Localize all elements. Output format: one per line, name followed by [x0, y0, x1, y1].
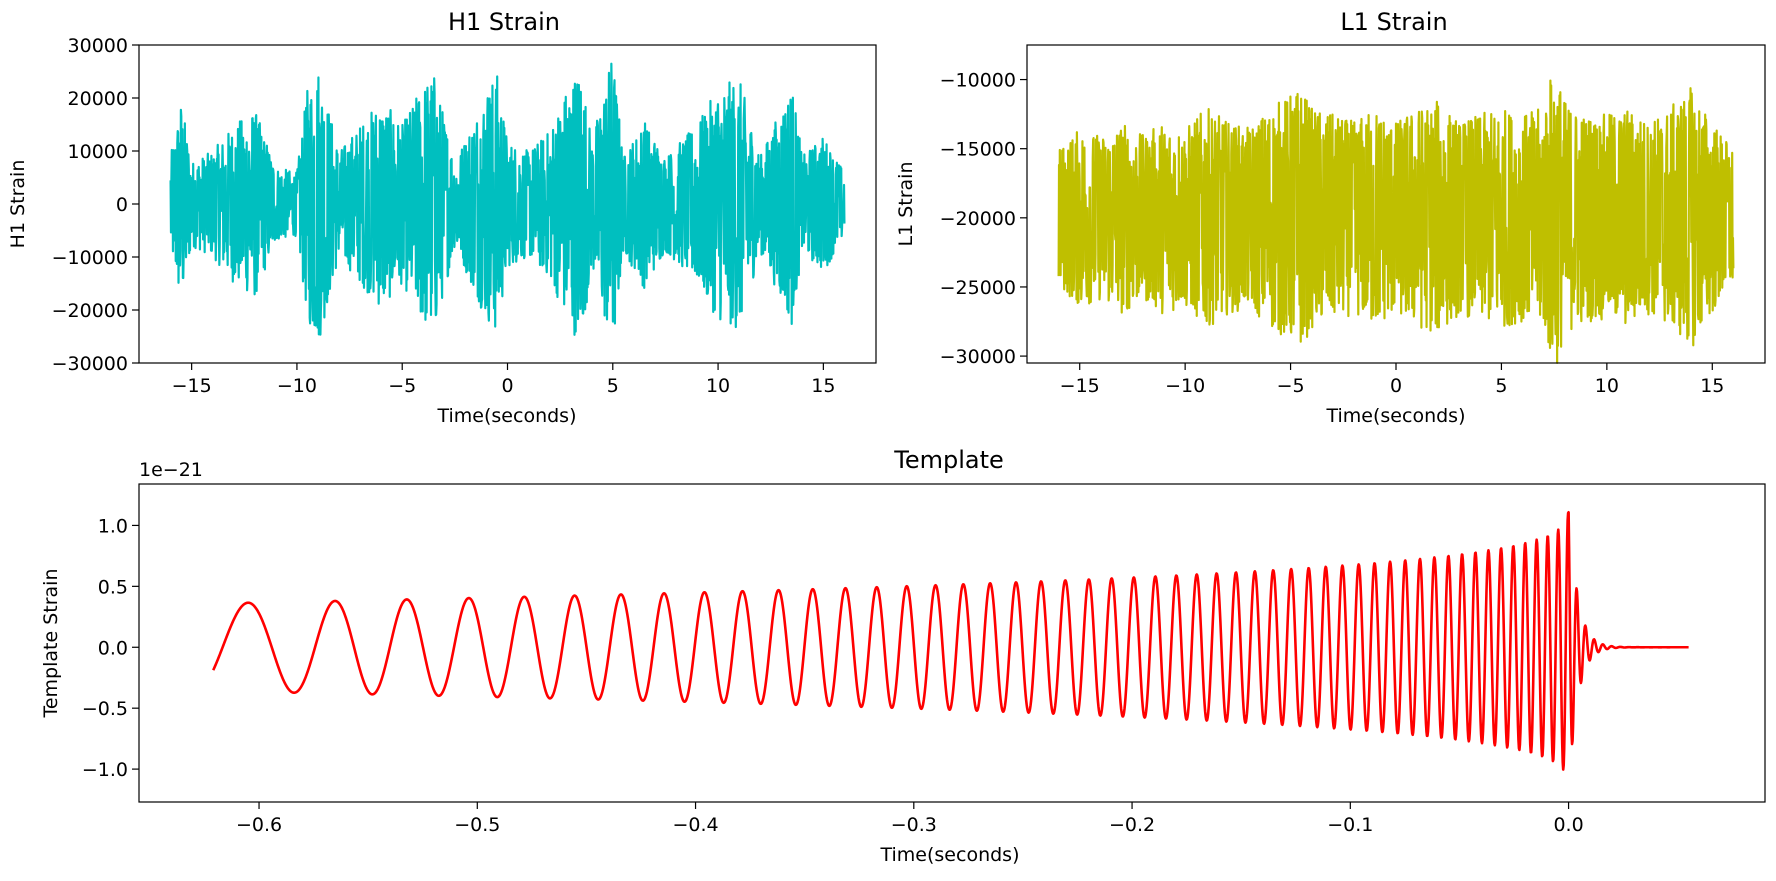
x-axis-label: Time(seconds) [437, 405, 577, 427]
x-tick-label: −10 [1165, 375, 1205, 397]
x-tick-label: 0.0 [1553, 814, 1583, 836]
x-axis-label: Time(seconds) [1326, 405, 1466, 427]
chart-title: L1 Strain [1340, 8, 1447, 36]
x-tick-label: 0 [501, 375, 513, 397]
series-line [212, 510, 1690, 771]
h1-strain-chart: H1 Strain −30000 −20000 −10000 0 10000 20000 3… [7, 8, 877, 427]
y-tick-label: −10000 [940, 70, 1016, 92]
y-tick-label: −25000 [940, 277, 1016, 299]
x-axis: −0.6 −0.5 −0.4 −0.3 −0.2 −0.1 0.0 [236, 802, 1584, 836]
y-tick-label: 0 [116, 194, 128, 216]
plot-area [212, 510, 1690, 771]
x-tick-label: −0.4 [672, 814, 718, 836]
offset-text: 1e−21 [139, 459, 203, 481]
y-axis: −30000 −20000 −10000 0 10000 20000 30000 [52, 35, 139, 375]
x-tick-label: 5 [1495, 375, 1507, 397]
x-axis-label: Time(seconds) [880, 844, 1020, 866]
y-tick-label: 0.5 [98, 576, 128, 598]
y-tick-label: 20000 [68, 88, 128, 110]
series-line [169, 62, 846, 336]
y-tick-label: 10000 [68, 141, 128, 163]
x-tick-label: −15 [1060, 375, 1100, 397]
x-tick-label: −0.5 [454, 814, 500, 836]
x-tick-label: −5 [1277, 375, 1305, 397]
x-tick-label: −10 [277, 375, 317, 397]
x-tick-label: 15 [1700, 375, 1724, 397]
axes-frame [138, 44, 877, 364]
x-axis: −15 −10 −5 0 5 10 15 [1060, 363, 1724, 397]
y-tick-label: −30000 [940, 346, 1016, 368]
y-tick-label: −10000 [52, 247, 128, 269]
y-axis-label: Template Strain [40, 568, 62, 718]
y-tick-label: 30000 [68, 35, 128, 57]
y-tick-label: −20000 [52, 300, 128, 322]
axes-frame [138, 483, 1766, 803]
x-tick-label: 10 [706, 375, 730, 397]
x-tick-label: −0.2 [1109, 814, 1155, 836]
y-axis-label: L1 Strain [895, 162, 917, 247]
plot-area [1057, 79, 1735, 364]
y-axis: −1.0 −0.5 0.0 0.5 1.0 [82, 515, 139, 781]
y-axis: −30000 −25000 −20000 −15000 −10000 [940, 70, 1027, 368]
chart-title: Template [893, 446, 1004, 474]
x-tick-label: −0.6 [236, 814, 282, 836]
plot-area [169, 62, 846, 336]
chart-title: H1 Strain [448, 8, 560, 36]
x-tick-label: 0 [1390, 375, 1402, 397]
y-tick-label: −15000 [940, 139, 1016, 161]
y-tick-label: −0.5 [82, 698, 128, 720]
x-tick-label: 5 [607, 375, 619, 397]
y-tick-label: −20000 [940, 208, 1016, 230]
x-tick-label: −5 [388, 375, 416, 397]
x-tick-label: −0.3 [891, 814, 937, 836]
y-tick-label: 0.0 [98, 637, 128, 659]
axes-frame [1026, 44, 1766, 364]
x-tick-label: −15 [172, 375, 212, 397]
y-tick-label: −1.0 [82, 759, 128, 781]
series-line [1057, 79, 1735, 364]
template-chart: Template 1e−21 −1.0−0.50.00.51.0 −0.6 −0.… [40, 446, 1766, 866]
x-tick-label: −0.1 [1327, 814, 1373, 836]
y-tick-label: 1.0 [98, 515, 128, 537]
y-axis-label: H1 Strain [7, 160, 29, 249]
x-axis: −15 −10 −5 0 5 10 15 [172, 363, 835, 397]
y-tick-label: −30000 [52, 353, 128, 375]
x-tick-label: 10 [1595, 375, 1619, 397]
x-tick-label: 15 [811, 375, 835, 397]
l1-strain-chart: L1 Strain −30000 −25000 −20000 −15000 −10000… [895, 8, 1766, 427]
